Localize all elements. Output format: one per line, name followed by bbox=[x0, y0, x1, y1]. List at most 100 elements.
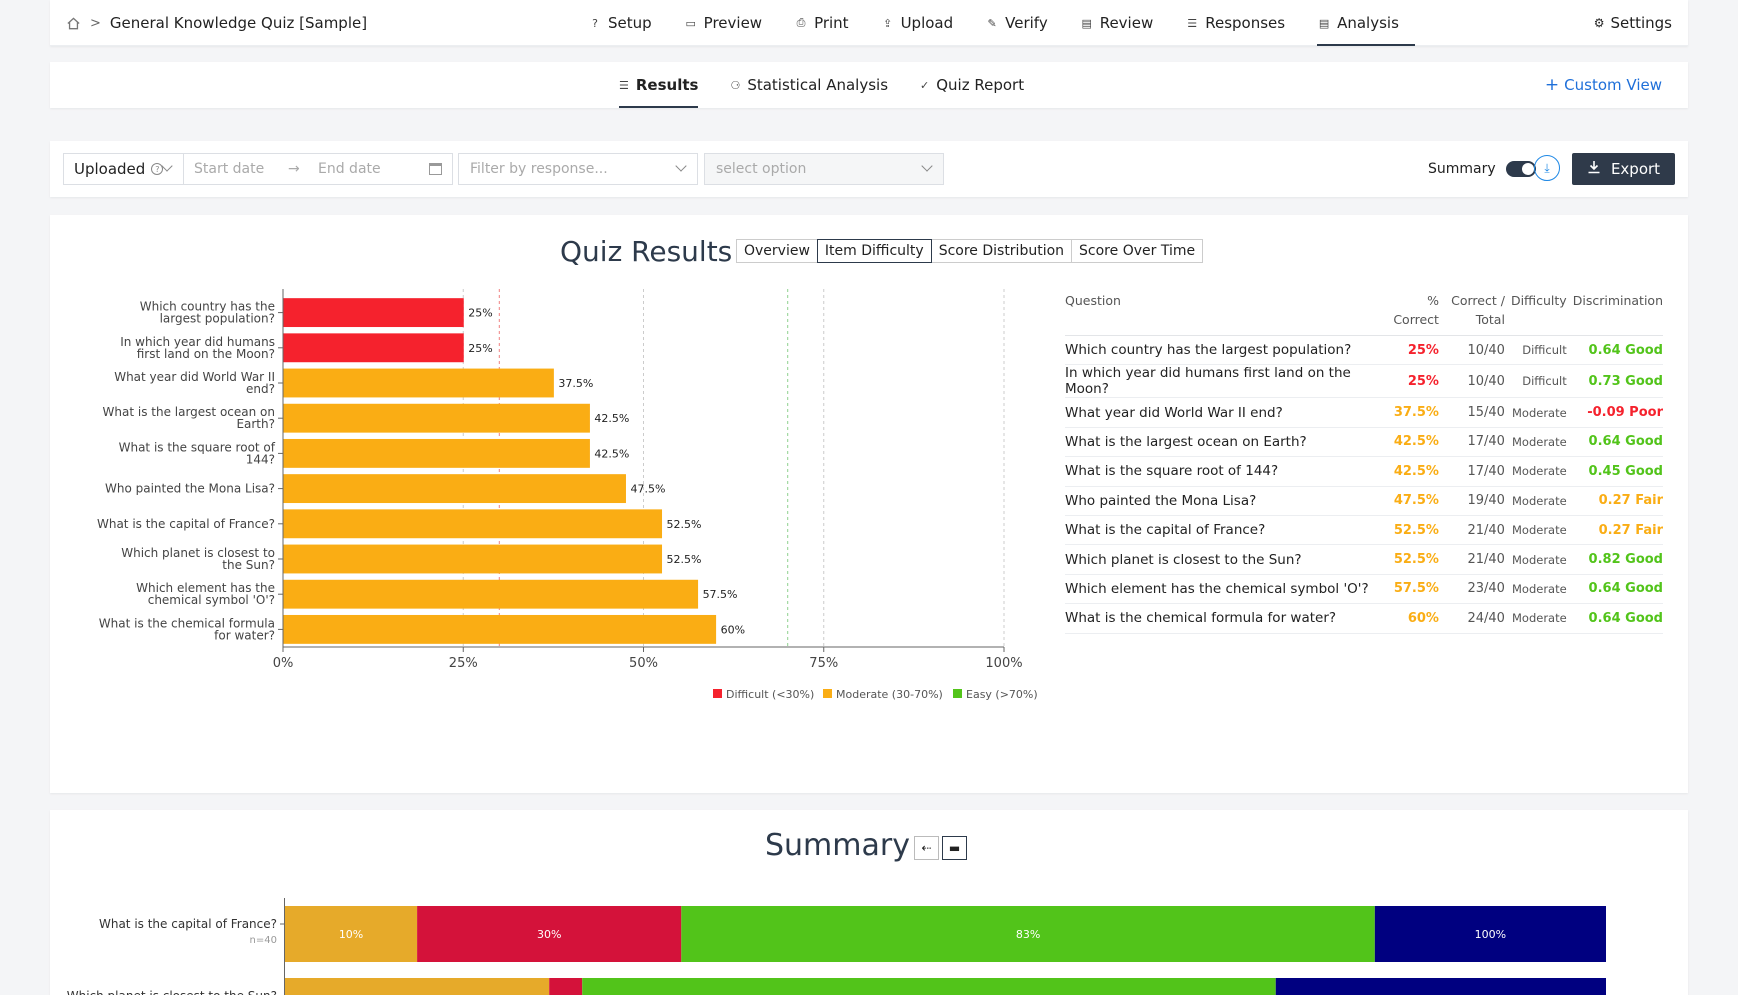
legend-label[interactable]: Moderate (30-70%) bbox=[836, 688, 943, 701]
bar[interactable] bbox=[283, 544, 663, 574]
tab-quiz-report[interactable]: ✓ Quiz Report bbox=[920, 62, 1024, 108]
chart-icon: ▤ bbox=[1318, 16, 1330, 30]
download-icon bbox=[1587, 160, 1601, 178]
y-tick-label: What is the chemical formula for water? bbox=[99, 616, 275, 642]
y-tick-label: What is the square root of 144? bbox=[119, 440, 276, 466]
segment-label: 10% bbox=[339, 928, 363, 941]
nav-upload[interactable]: ⇪ Upload bbox=[881, 0, 970, 46]
summary-toggle[interactable]: Summary bbox=[1428, 153, 1536, 185]
legend-label[interactable]: Difficult (<30%) bbox=[726, 688, 814, 701]
summary-view-buttons: ⇠ ▬ bbox=[914, 836, 967, 860]
segment-label: 30% bbox=[537, 928, 561, 941]
bar[interactable] bbox=[283, 333, 464, 363]
chevron-down-icon bbox=[161, 160, 173, 172]
quiz-title[interactable]: General Knowledge Quiz [Sample] bbox=[109, 14, 368, 32]
view-tab-score-distribution[interactable]: Score Distribution bbox=[930, 239, 1073, 263]
discrimination-cell: 0.27 Fair bbox=[1566, 515, 1663, 546]
correct-total-cell: 10/40 bbox=[1438, 335, 1505, 366]
discrimination-cell: 0.64 Good bbox=[1566, 574, 1663, 605]
bar-value-label: 47.5% bbox=[630, 483, 665, 496]
nav-print[interactable]: ⎙ Print bbox=[794, 0, 865, 46]
percent-correct-cell: 42.5% bbox=[1373, 427, 1439, 458]
stacked-segment[interactable] bbox=[549, 978, 583, 995]
export-button[interactable]: Export bbox=[1572, 153, 1675, 185]
bar-value-label: 25% bbox=[468, 342, 492, 355]
tab-statistical-analysis[interactable]: ⚆ Statistical Analysis bbox=[730, 62, 888, 108]
table-row: What is the chemical formula for water? 6… bbox=[1065, 603, 1663, 634]
nav-verify[interactable]: ✎ Verify bbox=[985, 0, 1064, 46]
segment-label: 100% bbox=[1475, 928, 1506, 941]
bar[interactable] bbox=[283, 509, 663, 539]
stacked-view-button[interactable]: ▬ bbox=[942, 836, 967, 860]
table-row: What is the square root of 144? 42.5% 17/4… bbox=[1065, 456, 1663, 487]
option-select[interactable]: select option bbox=[704, 153, 944, 185]
table-row: Which element has the chemical symbol 'O… bbox=[1065, 574, 1663, 605]
bar-value-label: 42.5% bbox=[594, 412, 629, 425]
bar[interactable] bbox=[283, 579, 699, 609]
start-date-input[interactable]: Start date bbox=[194, 161, 265, 177]
percent-correct-cell: 60% bbox=[1373, 603, 1439, 634]
uploaded-select[interactable]: Uploaded ? bbox=[63, 153, 184, 185]
difficulty-cell: Moderate bbox=[1504, 603, 1567, 634]
difficulty-cell: Moderate bbox=[1504, 574, 1567, 605]
settings-button[interactable]: ⚙ Settings bbox=[1594, 0, 1672, 46]
legend-swatch bbox=[823, 689, 832, 698]
settings-label: Settings bbox=[1610, 14, 1672, 32]
response-filter-select[interactable]: Filter by response... bbox=[458, 153, 698, 185]
view-tab-score-over-time[interactable]: Score Over Time bbox=[1071, 239, 1204, 263]
nav-label: Analysis bbox=[1337, 14, 1399, 32]
stacked-segment[interactable] bbox=[582, 978, 1276, 995]
bar[interactable] bbox=[283, 474, 626, 504]
nav-label: Responses bbox=[1205, 14, 1286, 32]
stacked-segment[interactable] bbox=[285, 906, 418, 962]
bar[interactable] bbox=[283, 368, 554, 398]
nav-preview[interactable]: ▭ Preview bbox=[684, 0, 778, 46]
percent-correct-cell: 47.5% bbox=[1373, 486, 1439, 516]
legend-swatch bbox=[713, 689, 722, 698]
download-image-button[interactable]: ⤓ bbox=[1534, 155, 1560, 181]
stacked-segment[interactable] bbox=[285, 978, 550, 995]
correct-total-cell: 21/40 bbox=[1438, 515, 1505, 546]
toggle-switch[interactable] bbox=[1505, 161, 1536, 177]
discrimination-cell: 0.82 Good bbox=[1566, 544, 1663, 575]
row-count: n=40 bbox=[250, 935, 277, 946]
upload-icon: ⇪ bbox=[882, 16, 893, 30]
view-tab-item-difficulty[interactable]: Item Difficulty bbox=[816, 239, 932, 263]
back-arrow-button[interactable]: ⇠ bbox=[914, 836, 939, 860]
uploaded-label: Uploaded bbox=[74, 160, 146, 178]
correct-total-cell: 15/40 bbox=[1438, 397, 1505, 428]
date-range-picker[interactable]: Start date → End date bbox=[183, 153, 453, 185]
bar[interactable] bbox=[283, 614, 717, 644]
arrow-left-icon: ⇠ bbox=[921, 841, 932, 855]
stacked-segment[interactable] bbox=[417, 906, 682, 962]
stacked-segment[interactable] bbox=[1374, 906, 1606, 962]
row-label: What is the capital of France? bbox=[99, 917, 277, 931]
filter-bar: Uploaded ? Start date → End date Filter … bbox=[50, 141, 1688, 197]
nav-review[interactable]: ▤ Review bbox=[1080, 0, 1170, 46]
nav-analysis[interactable]: ▤ Analysis bbox=[1317, 0, 1415, 46]
stacked-segment[interactable] bbox=[1275, 978, 1606, 995]
question-cell: Which element has the chemical symbol 'O… bbox=[1065, 574, 1374, 605]
legend-swatch bbox=[953, 689, 962, 698]
y-tick-label: What is the capital of France? bbox=[97, 517, 275, 531]
stacked-segment[interactable] bbox=[681, 906, 1375, 962]
bar[interactable] bbox=[283, 298, 464, 328]
nav-responses[interactable]: ☰ Responses bbox=[1185, 0, 1301, 46]
view-tab-overview[interactable]: Overview bbox=[736, 239, 818, 263]
difficulty-cell: Moderate bbox=[1504, 397, 1567, 428]
legend-label[interactable]: Easy (>70%) bbox=[966, 688, 1038, 701]
bar[interactable] bbox=[283, 438, 590, 468]
tab-results[interactable]: ☰ Results bbox=[619, 62, 699, 108]
end-date-input[interactable]: End date bbox=[318, 161, 381, 177]
bar[interactable] bbox=[283, 403, 590, 433]
nav-setup[interactable]: ? Setup bbox=[588, 0, 668, 46]
question-cell: What year did World War II end? bbox=[1065, 397, 1374, 428]
home-icon[interactable] bbox=[66, 16, 81, 31]
correct-total-cell: 10/40 bbox=[1438, 364, 1505, 399]
main-nav: ? Setup ▭ Preview ⎙ Print ⇪ Upload ✎ Verify ▤ Revie… bbox=[588, 0, 1431, 46]
percent-correct-cell: 25% bbox=[1373, 335, 1439, 366]
custom-view-button[interactable]: + Custom View bbox=[1545, 62, 1662, 108]
chevron-down-icon bbox=[675, 160, 687, 172]
y-tick-label: What year did World War II end? bbox=[114, 370, 275, 396]
nav-label: Print bbox=[814, 14, 849, 32]
